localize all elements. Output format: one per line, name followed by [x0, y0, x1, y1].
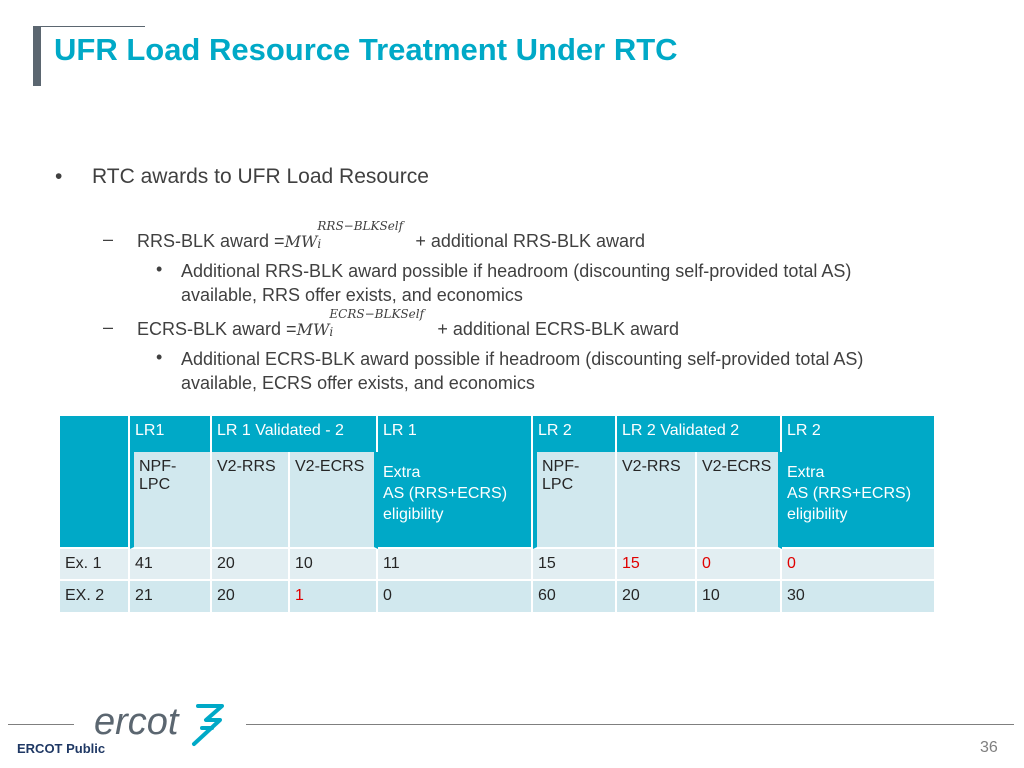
- table-cell: 41: [130, 549, 212, 581]
- title-accent-bar: [33, 26, 41, 86]
- table-sub-header: V2-ECRS: [697, 452, 782, 549]
- table-row: EX. 2 21 20 1 0 60 20 10 30: [60, 581, 934, 612]
- table-group-header: LR1: [130, 416, 212, 452]
- table-cell: 0: [697, 549, 782, 581]
- ecrs-award-prefix: ECRS-BLK award =: [137, 319, 297, 339]
- rrs-formula-mw: MW: [284, 232, 318, 251]
- table-cell: 20: [212, 581, 290, 612]
- rrs-note: Additional RRS-BLK award possible if hea…: [181, 259, 961, 307]
- rrs-award-line: RRS-BLK award =MW RRS−BLKSelf i + additiona…: [137, 219, 646, 252]
- table-sub-header: NPF-LPC: [533, 452, 617, 549]
- rrs-award-prefix: RRS-BLK award =: [137, 231, 285, 251]
- table-extra-header: Extra AS (RRS+ECRS) eligibility: [378, 452, 533, 549]
- table-cell: 0: [378, 581, 533, 612]
- footer-divider-right: [246, 724, 1014, 725]
- table-corner-cell: [60, 416, 130, 549]
- ecrs-formula-mw: MW: [296, 320, 330, 339]
- table-group-header: LR 1 Validated - 2: [212, 416, 378, 452]
- ecrs-note-line2: available, ECRS offer exists, and econom…: [181, 373, 535, 393]
- table-cell: 30: [782, 581, 934, 612]
- table-cell: 0: [782, 549, 934, 581]
- dash-glyph: –: [103, 229, 114, 249]
- extra-line3: eligibility: [383, 506, 444, 523]
- slide-title: UFR Load Resource Treatment Under RTC: [54, 32, 678, 67]
- lightning-bolt-icon: [192, 704, 224, 746]
- title-accent-line: [33, 26, 145, 27]
- table-group-header: LR 2 Validated 2: [617, 416, 782, 452]
- rrs-note-line1: Additional RRS-BLK award possible if hea…: [181, 261, 852, 281]
- main-bullet: RTC awards to UFR Load Resource: [92, 165, 429, 188]
- ecrs-formula: MW ECRS−BLKSelf i: [296, 307, 438, 339]
- dash-glyph: –: [103, 317, 114, 337]
- table-cell: 10: [697, 581, 782, 612]
- extra-line2: AS (RRS+ECRS): [383, 485, 508, 502]
- table-cell: 60: [533, 581, 617, 612]
- table-cell: 20: [617, 581, 697, 612]
- page-number: 36: [980, 739, 998, 756]
- bullet-glyph: •: [156, 347, 163, 367]
- table-group-header: LR 2: [533, 416, 617, 452]
- table-extra-header: Extra AS (RRS+ECRS) eligibility: [782, 452, 934, 549]
- extra-line1: Extra: [787, 464, 825, 481]
- table-cell: 15: [533, 549, 617, 581]
- table-row: Ex. 1 41 20 10 11 15 15 0 0: [60, 549, 934, 581]
- rrs-note-line2: available, RRS offer exists, and economi…: [181, 285, 523, 305]
- row-label: EX. 2: [60, 581, 130, 612]
- rrs-formula: MW RRS−BLKSelf i: [284, 219, 416, 251]
- table-group-header: LR 1: [378, 416, 533, 452]
- table-sub-header: V2-RRS: [212, 452, 290, 549]
- ecrs-note-line1: Additional ECRS-BLK award possible if he…: [181, 349, 864, 369]
- table-cell: 15: [617, 549, 697, 581]
- table-cell: 11: [378, 549, 533, 581]
- table-sub-header: NPF-LPC: [130, 452, 212, 549]
- table-sub-header: V2-RRS: [617, 452, 697, 549]
- row-label: Ex. 1: [60, 549, 130, 581]
- table-sub-header: V2-ECRS: [290, 452, 378, 549]
- bullet-glyph: •: [55, 165, 63, 188]
- extra-line1: Extra: [383, 464, 421, 481]
- ecrs-award-suffix: + additional ECRS-BLK award: [437, 319, 680, 339]
- table-cell: 21: [130, 581, 212, 612]
- ecrs-formula-sup: ECRS−BLKSelf: [329, 307, 425, 321]
- awards-table: LR1 LR 1 Validated - 2 LR 1 LR 2 LR 2 Va…: [60, 416, 934, 612]
- extra-line2: AS (RRS+ECRS): [787, 485, 912, 502]
- table-cell: 20: [212, 549, 290, 581]
- ecrs-award-line: ECRS-BLK award =MW ECRS−BLKSelf i + additio…: [137, 307, 680, 340]
- logo-wordmark: ercot: [94, 701, 180, 743]
- rrs-formula-sub: i: [317, 237, 322, 251]
- ercot-logo: ercot: [94, 701, 224, 746]
- table-cell: 10: [290, 549, 378, 581]
- table-group-header: LR 2: [782, 416, 934, 452]
- extra-line3: eligibility: [787, 506, 848, 523]
- ecrs-formula-sub: i: [329, 325, 334, 339]
- ecrs-note: Additional ECRS-BLK award possible if he…: [181, 347, 961, 395]
- rrs-formula-sup: RRS−BLKSelf: [317, 219, 404, 233]
- rrs-award-suffix: + additional RRS-BLK award: [415, 231, 646, 251]
- footer-divider-left: [8, 724, 74, 725]
- footer-label: ERCOT Public: [17, 741, 106, 756]
- bullet-glyph: •: [156, 259, 163, 279]
- table-cell: 1: [290, 581, 378, 612]
